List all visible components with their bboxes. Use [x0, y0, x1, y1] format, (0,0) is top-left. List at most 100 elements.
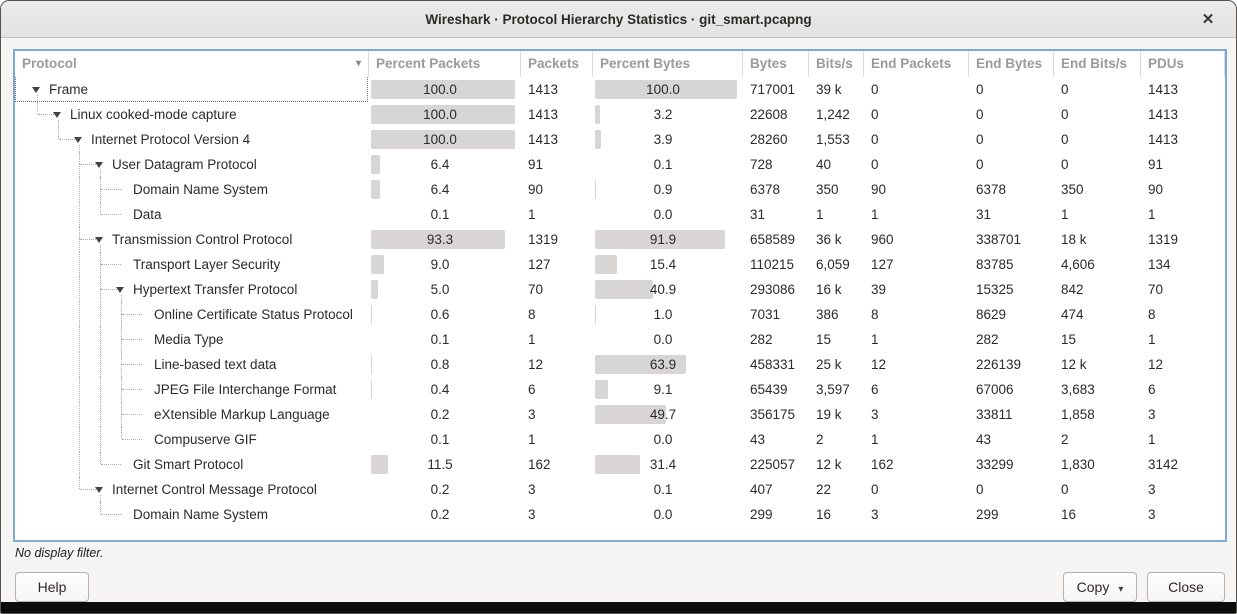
- expander-icon[interactable]: [95, 162, 103, 168]
- bytes-cell: 299: [750, 507, 773, 522]
- close-icon[interactable]: ✕: [1201, 11, 1215, 28]
- protocol-cell: Domain Name System: [15, 177, 369, 202]
- tree-branch-line: [80, 489, 100, 490]
- bits-cell: 2: [816, 432, 824, 447]
- expander-icon[interactable]: [95, 237, 103, 243]
- percent-value: 0.1: [430, 432, 450, 447]
- column-header-pdus[interactable]: PDUs: [1141, 51, 1225, 77]
- percent-bar: [595, 405, 666, 424]
- column-header-pct_packets[interactable]: Percent Packets: [369, 51, 521, 77]
- column-header-pct_bytes[interactable]: Percent Bytes: [593, 51, 743, 77]
- packets-cell: 91: [528, 157, 544, 172]
- help-button[interactable]: Help: [15, 572, 89, 602]
- expander-icon[interactable]: [116, 287, 124, 293]
- pct_bytes-cell: 0.1: [593, 477, 743, 502]
- table-row[interactable]: eXtensible Markup Language 0.2 3 49.7 356175…: [15, 402, 1225, 427]
- end_bytes-cell: 6378: [976, 182, 1007, 197]
- column-header-protocol[interactable]: Protocol ▾: [15, 51, 369, 77]
- end_bytes-cell: 226139: [976, 357, 1022, 372]
- chevron-down-icon: ▾: [1118, 584, 1124, 595]
- end_packets-cell: 0: [871, 82, 879, 97]
- tree-guide-line: [79, 277, 80, 302]
- percent-bar: [371, 355, 372, 374]
- pdus-cell: 1413: [1148, 107, 1179, 122]
- packets-cell: 162: [528, 457, 551, 472]
- table-row[interactable]: User Datagram Protocol 6.4 91 0.1 728 40 0 0 0 91: [15, 152, 1225, 177]
- percent-bar: [371, 230, 505, 249]
- table-row[interactable]: Domain Name System 6.4 90 0.9 6378 350 90 6378 3…: [15, 177, 1225, 202]
- expander-icon[interactable]: [32, 87, 40, 93]
- protocol-label: JPEG File Interchange Format: [154, 382, 337, 397]
- percent-value: 0.2: [430, 507, 450, 522]
- protocol-cell: Frame: [15, 77, 369, 102]
- end_bits-cell: 1,858: [1061, 407, 1095, 422]
- percent-bar: [595, 355, 686, 374]
- protocol-label: Data: [133, 207, 162, 222]
- percent-value: 3.2: [653, 107, 673, 122]
- end_bits-cell: 842: [1061, 282, 1084, 297]
- table-row[interactable]: Compuserve GIF 0.1 1 0.0 43 2 1 43 2 1: [15, 427, 1225, 452]
- column-header-end_bits[interactable]: End Bits/s: [1054, 51, 1141, 77]
- tree-guide-line: [121, 295, 122, 302]
- pct_packets-cell: 0.6: [369, 302, 521, 327]
- end_packets-cell: 12: [871, 357, 887, 372]
- end_bits-cell: 1: [1061, 207, 1069, 222]
- protocol-label: Frame: [49, 82, 89, 97]
- pct_packets-cell: 11.5: [369, 452, 521, 477]
- bytes-cell: 65439: [750, 382, 788, 397]
- table-row[interactable]: Linux cooked-mode capture 100.0 1413 3.2 226…: [15, 102, 1225, 127]
- column-header-bytes[interactable]: Bytes: [743, 51, 809, 77]
- table-row[interactable]: JPEG File Interchange Format 0.4 6 9.1 65439…: [15, 377, 1225, 402]
- column-header-end_packets[interactable]: End Packets: [864, 51, 969, 77]
- expander-icon[interactable]: [74, 137, 82, 143]
- end_packets-cell: 162: [871, 457, 894, 472]
- table-row[interactable]: Frame 100.0 1413 100.0 717001 39 k 0 0 0 1413: [15, 77, 1225, 102]
- column-header-end_bytes[interactable]: End Bytes: [969, 51, 1054, 77]
- close-button[interactable]: Close: [1147, 572, 1225, 602]
- table-row[interactable]: Git Smart Protocol 11.5 162 31.4 225057 12 k 1…: [15, 452, 1225, 477]
- percent-bar: [371, 280, 378, 299]
- percent-value: 0.8: [430, 357, 450, 372]
- percent-bar: [595, 305, 596, 324]
- copy-button[interactable]: Copy ▾: [1063, 572, 1137, 602]
- end_packets-cell: 8: [871, 307, 879, 322]
- table-row[interactable]: Transmission Control Protocol 93.3 1319 91.…: [15, 227, 1225, 252]
- titlebar[interactable]: Wireshark · Protocol Hierarchy Statistic…: [1, 1, 1236, 38]
- protocol-label: Hypertext Transfer Protocol: [133, 282, 298, 297]
- column-header-packets[interactable]: Packets: [521, 51, 593, 77]
- tree-guide-line: [79, 452, 80, 477]
- bits-cell: 22: [816, 482, 832, 497]
- table-row[interactable]: Online Certificate Status Protocol 0.6 8 1.…: [15, 302, 1225, 327]
- tree-branch-line: [59, 139, 79, 140]
- table-row[interactable]: Media Type 0.1 1 0.0 282 15 1 282 15 1: [15, 327, 1225, 352]
- end_bytes-cell: 0: [976, 157, 984, 172]
- end_bits-cell: 2: [1061, 432, 1069, 447]
- pct_packets-cell: 6.4: [369, 177, 521, 202]
- table-row[interactable]: Internet Protocol Version 4 100.0 1413 3.9 2…: [15, 127, 1225, 152]
- pct_packets-cell: 0.1: [369, 202, 521, 227]
- tree-branch-line: [38, 114, 58, 115]
- table-body: Frame 100.0 1413 100.0 717001 39 k 0 0 0 1413 Linu…: [15, 77, 1225, 527]
- tree-guide-line: [100, 264, 101, 277]
- bytes-cell: 717001: [750, 82, 796, 97]
- bytes-cell: 356175: [750, 407, 796, 422]
- protocol-cell: User Datagram Protocol: [15, 152, 369, 177]
- table-row[interactable]: Data 0.1 1 0.0 31 1 1 31 1 1: [15, 202, 1225, 227]
- pct_bytes-cell: 0.0: [593, 327, 743, 352]
- packets-cell: 70: [528, 282, 544, 297]
- packets-cell: 90: [528, 182, 544, 197]
- table-row[interactable]: Domain Name System 0.2 3 0.0 299 16 3 299 16 3: [15, 502, 1225, 527]
- end_packets-cell: 960: [871, 232, 894, 247]
- protocol-cell: eXtensible Markup Language: [15, 402, 369, 427]
- table-row[interactable]: Transport Layer Security 9.0 127 15.4 110215…: [15, 252, 1225, 277]
- expander-icon[interactable]: [53, 112, 61, 118]
- table-row[interactable]: Hypertext Transfer Protocol 5.0 70 40.9 2930…: [15, 277, 1225, 302]
- pct_packets-cell: 100.0: [369, 127, 521, 152]
- protocol-label: User Datagram Protocol: [112, 157, 257, 172]
- expander-icon[interactable]: [95, 487, 103, 493]
- end_bytes-cell: 83785: [976, 257, 1014, 272]
- protocol-label: Media Type: [154, 332, 224, 347]
- column-header-bits[interactable]: Bits/s: [809, 51, 864, 77]
- table-row[interactable]: Line-based text data 0.8 12 63.9 458331 25 k 1…: [15, 352, 1225, 377]
- table-row[interactable]: Internet Control Message Protocol 0.2 3 0.1…: [15, 477, 1225, 502]
